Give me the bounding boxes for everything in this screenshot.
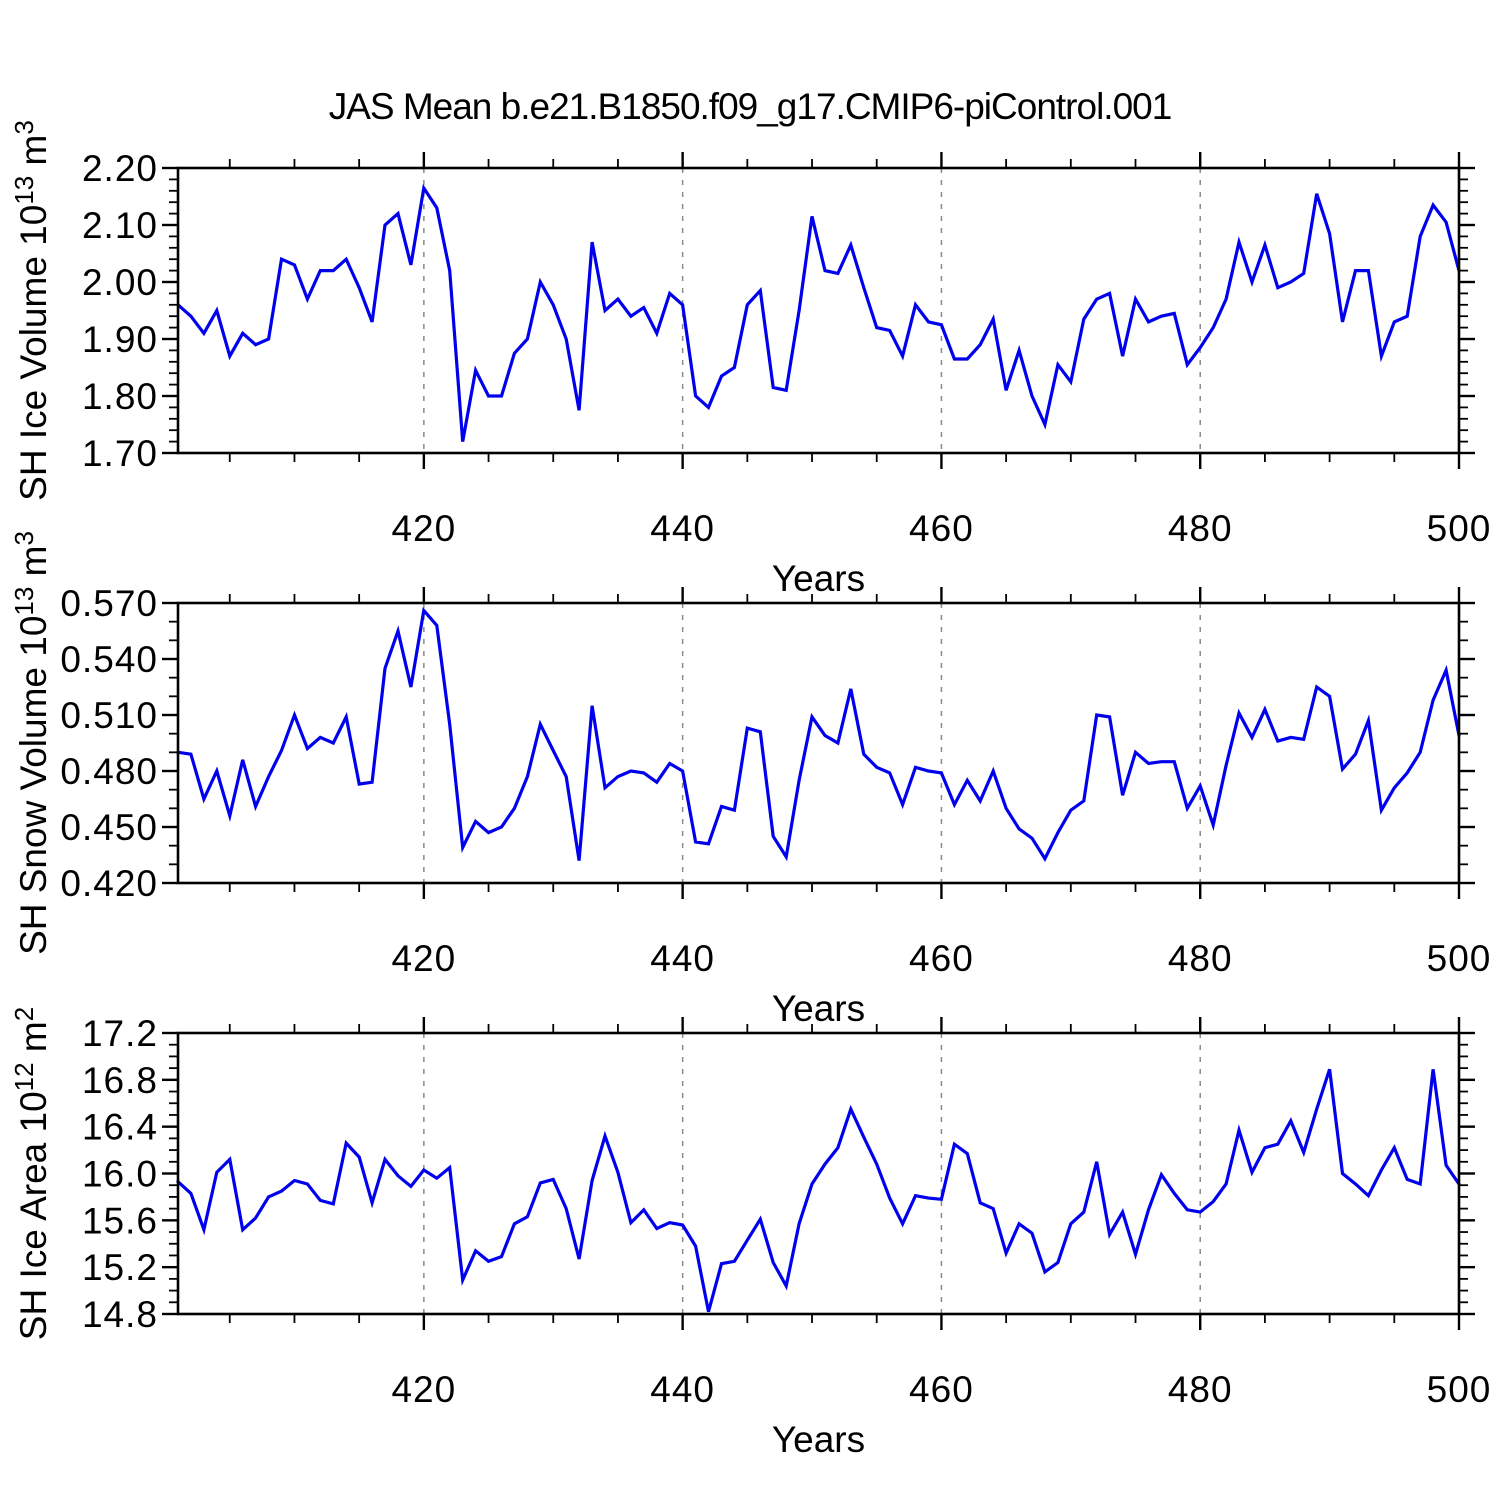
y-tick-label: 0.480 <box>60 751 158 792</box>
x-axis-title: Years <box>772 988 865 1029</box>
y-tick-label: 16.4 <box>82 1107 158 1148</box>
y-tick-label: 16.8 <box>82 1060 158 1101</box>
y-axis-title: SH Snow Volume 1013 m3 <box>9 531 54 955</box>
y-tick-label: 2.20 <box>82 148 158 189</box>
y-tick-label: 0.570 <box>60 583 158 624</box>
ticks <box>162 1017 1475 1330</box>
series-line <box>176 1068 1461 1313</box>
y-tick-label: 15.2 <box>82 1247 158 1288</box>
y-tick-label: 0.510 <box>60 695 158 736</box>
chart-title: JAS Mean b.e21.B1850.f09_g17.CMIP6-piCon… <box>328 86 1173 127</box>
x-tick-label: 460 <box>909 508 974 549</box>
ticks <box>162 152 1475 469</box>
panel-1: 420 440 460 480 500 1.70 1.80 1.90 2.00 2.10 2.20 Y… <box>9 120 1492 599</box>
y-axis-title: SH Ice Area 1012 m2 <box>9 1007 54 1340</box>
x-axis-title: Years <box>772 558 865 599</box>
y-tick-label: 2.00 <box>82 262 158 303</box>
y-axis-title: SH Ice Volume 1013 m3 <box>9 120 54 501</box>
y-tick-label: 1.80 <box>82 376 158 417</box>
x-tick-label: 440 <box>650 508 715 549</box>
y-tick-label: 15.6 <box>82 1200 158 1241</box>
y-tick-label: 1.90 <box>82 319 158 360</box>
x-tick-label: 500 <box>1427 938 1492 979</box>
y-tick-label: 14.8 <box>82 1294 158 1335</box>
y-tick-label: 16.0 <box>82 1154 158 1195</box>
x-tick-label: 500 <box>1427 1369 1492 1410</box>
x-tick-label: 420 <box>391 938 456 979</box>
y-tick-label: 0.450 <box>60 807 158 848</box>
x-axis-title: Years <box>772 1419 865 1460</box>
series-line <box>176 606 1461 862</box>
x-tick-label: 500 <box>1427 508 1492 549</box>
x-tick-label: 420 <box>391 1369 456 1410</box>
x-tick-label: 420 <box>391 508 456 549</box>
x-tick-label: 460 <box>909 938 974 979</box>
x-tick-label: 460 <box>909 1369 974 1410</box>
x-tick-label: 480 <box>1168 508 1233 549</box>
x-tick-label: 440 <box>650 938 715 979</box>
y-tick-label: 0.420 <box>60 863 158 904</box>
y-tick-label: 1.70 <box>82 433 158 474</box>
y-tick-label: 2.10 <box>82 205 158 246</box>
panel-2: 420 440 460 480 500 0.420 0.450 0.480 0.510 0.540… <box>9 531 1492 1029</box>
series-line <box>176 183 1461 442</box>
plot-frame <box>176 601 1461 885</box>
y-tick-label: 17.2 <box>82 1013 158 1054</box>
plot-frame <box>176 166 1461 455</box>
x-tick-label: 440 <box>650 1369 715 1410</box>
ticks <box>162 587 1475 899</box>
y-tick-label: 0.540 <box>60 639 158 680</box>
x-tick-label: 480 <box>1168 938 1233 979</box>
x-tick-label: 480 <box>1168 1369 1233 1410</box>
panel-3: 420 440 460 480 500 14.8 15.2 15.6 16.0 16.4 16.8 1… <box>9 1007 1492 1460</box>
